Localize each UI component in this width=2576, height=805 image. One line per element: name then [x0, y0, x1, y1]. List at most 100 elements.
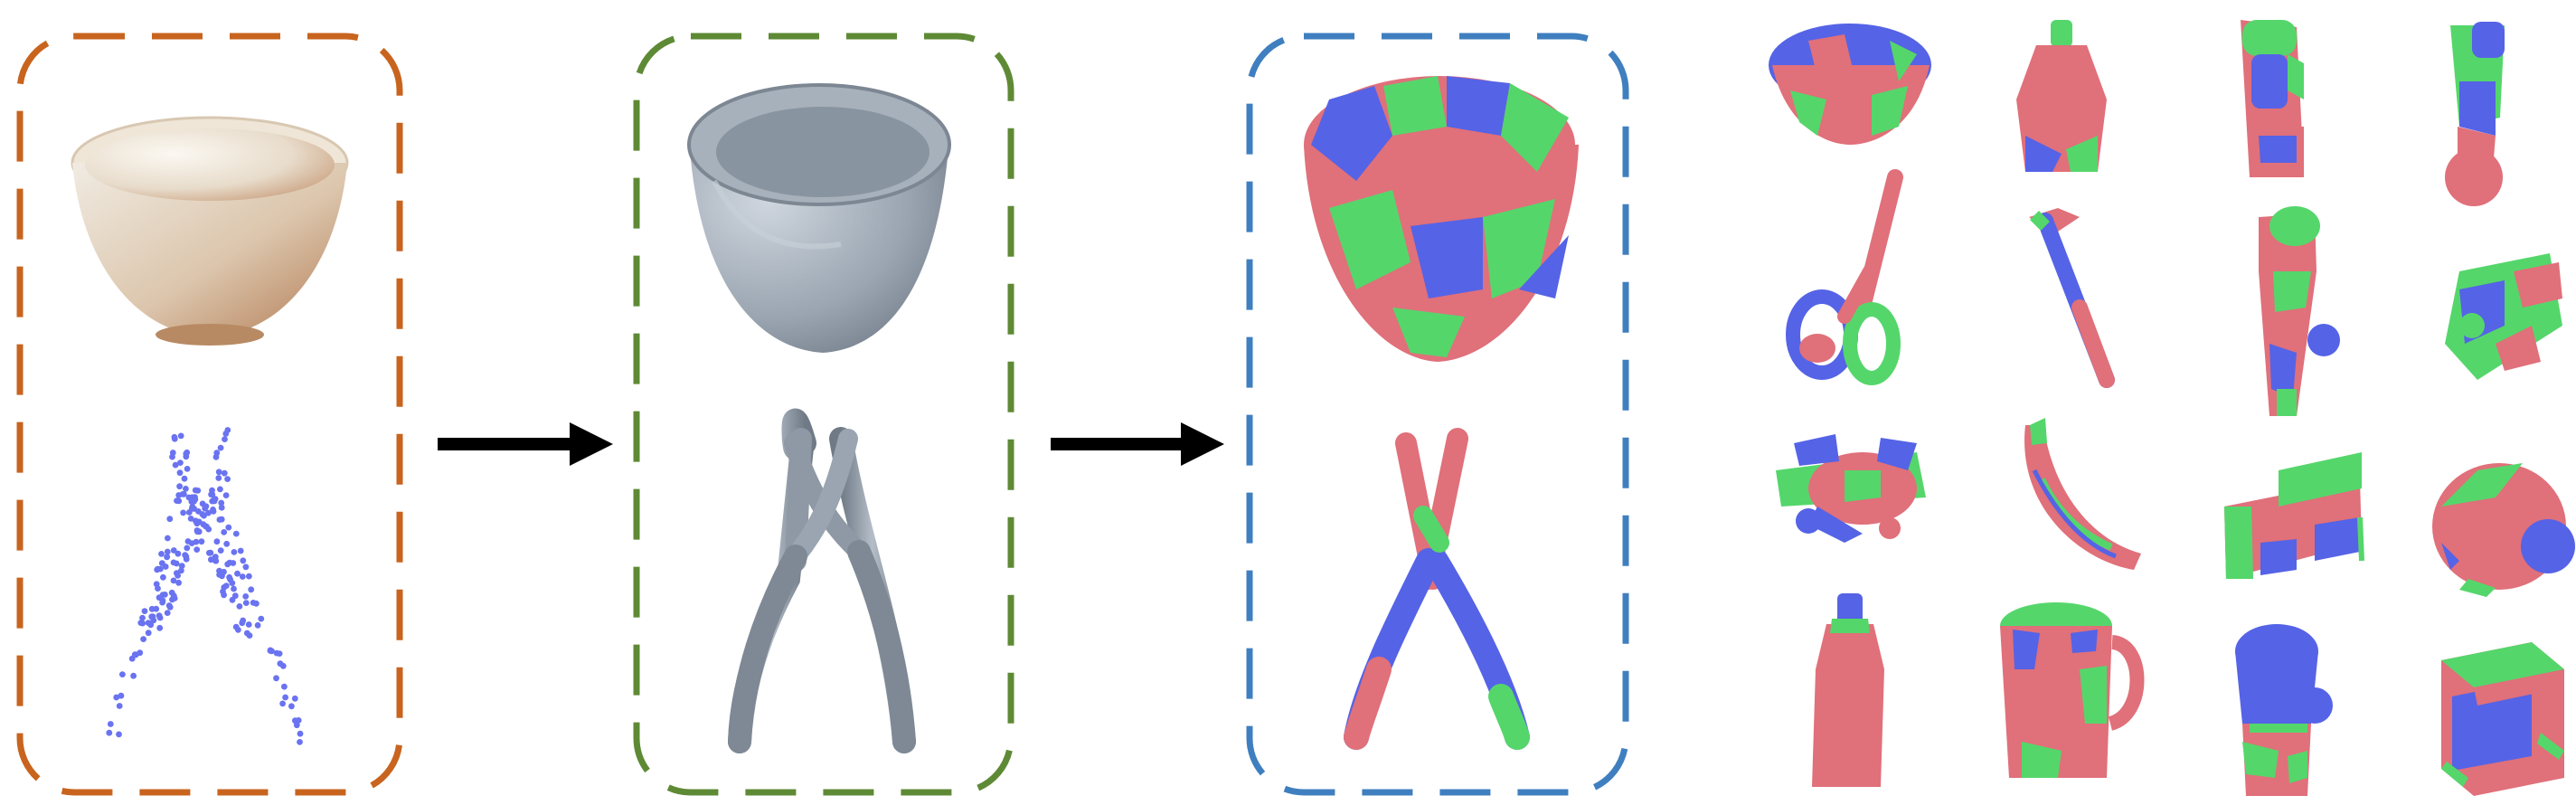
point-cloud-point	[132, 651, 139, 658]
gallery-scissors	[1786, 169, 1903, 385]
point-cloud-point	[178, 563, 185, 570]
point-cloud-point	[221, 469, 228, 477]
point-cloud-point	[232, 530, 240, 537]
point-cloud-point	[175, 550, 182, 557]
point-cloud-point	[173, 560, 180, 567]
point-cloud-point	[239, 620, 246, 627]
point-cloud-point	[166, 516, 174, 523]
point-cloud-point	[198, 538, 205, 545]
point-cloud-point	[246, 573, 252, 580]
point-cloud-point	[221, 529, 228, 535]
point-cloud-point	[170, 577, 177, 584]
arrow-reconstruction-to-segmentation	[1051, 422, 1224, 466]
point-cloud-point	[155, 565, 161, 573]
gallery-faucet	[2241, 20, 2304, 177]
point-cloud-point	[153, 581, 160, 588]
point-cloud-point	[165, 602, 173, 609]
point-cloud-point	[212, 557, 220, 564]
point-cloud-point	[210, 508, 217, 515]
point-cloud-point	[277, 660, 284, 668]
point-cloud-point	[158, 560, 165, 566]
point-cloud-point	[215, 469, 222, 476]
point-cloud-point	[239, 573, 246, 580]
gallery-nozzle	[2445, 22, 2505, 206]
point-cloud-point	[208, 556, 214, 564]
point-cloud-point	[113, 694, 120, 701]
point-cloud-point	[217, 486, 223, 493]
gallery-power-drill	[2445, 253, 2562, 380]
point-cloud-point	[162, 592, 168, 598]
point-cloud-point	[160, 573, 166, 581]
point-cloud-point	[172, 461, 179, 469]
point-cloud-point	[242, 564, 250, 571]
segmented-pliers	[1344, 428, 1530, 750]
point-cloud-point	[218, 499, 225, 507]
point-cloud-point	[188, 540, 195, 546]
point-cloud-point	[145, 630, 152, 637]
point-cloud-point	[170, 547, 177, 554]
point-cloud-point	[242, 593, 250, 600]
point-cloud-point	[273, 675, 279, 682]
point-cloud-point	[297, 730, 304, 737]
cup-photo	[71, 116, 349, 346]
point-cloud-point	[276, 650, 283, 657]
point-cloud-point	[183, 486, 189, 492]
point-cloud-point	[156, 624, 164, 631]
point-cloud-point	[149, 613, 156, 620]
point-cloud-point	[226, 573, 232, 581]
point-cloud-point	[194, 528, 201, 535]
point-cloud-point	[194, 488, 202, 494]
pliers-point-cloud	[106, 427, 304, 745]
point-cloud-point	[153, 605, 160, 612]
point-cloud-point	[165, 535, 171, 542]
point-cloud-point	[224, 561, 231, 568]
point-cloud-point	[169, 450, 176, 456]
point-cloud-point	[254, 621, 261, 629]
point-cloud-point	[175, 579, 183, 586]
point-cloud-point	[218, 504, 225, 511]
point-cloud-point	[107, 721, 114, 727]
point-cloud-point	[225, 524, 232, 531]
point-cloud-point	[185, 509, 193, 516]
point-cloud-point	[164, 610, 171, 616]
gallery-bowl	[1769, 24, 1931, 145]
point-cloud-point	[175, 492, 183, 498]
point-cloud-point	[208, 491, 215, 498]
point-cloud-point	[116, 731, 122, 738]
gallery-hammer	[2029, 208, 2115, 388]
point-cloud-point	[224, 476, 231, 482]
point-cloud-point	[174, 497, 180, 504]
point-cloud-point	[222, 492, 230, 498]
point-cloud-point	[295, 717, 302, 724]
point-cloud-point	[141, 608, 148, 614]
point-cloud-point	[177, 459, 184, 466]
point-cloud-point	[164, 548, 171, 555]
point-cloud-point	[213, 538, 221, 545]
point-cloud-point	[176, 469, 184, 477]
point-cloud-point	[222, 582, 230, 589]
point-cloud-point	[269, 648, 275, 655]
point-cloud-point	[224, 427, 231, 433]
object-gallery	[1769, 20, 2575, 796]
gallery-toy-airplane	[1776, 434, 1926, 543]
point-cloud-point	[234, 570, 241, 577]
point-cloud-point	[237, 547, 244, 554]
point-cloud-point	[279, 700, 286, 707]
point-cloud-point	[181, 475, 188, 482]
point-cloud-point	[130, 672, 137, 679]
point-cloud-point	[291, 695, 298, 702]
point-cloud-point	[140, 636, 147, 642]
point-cloud-point	[288, 703, 295, 710]
point-cloud-point	[216, 572, 223, 578]
point-cloud-point	[184, 545, 191, 552]
point-cloud-point	[200, 521, 207, 528]
pliers-mesh	[728, 408, 916, 753]
point-cloud-point	[184, 449, 191, 456]
point-cloud-point	[175, 573, 182, 579]
point-cloud-point	[106, 729, 113, 736]
reconstruction-panel-frame	[633, 33, 1014, 796]
point-cloud-point	[215, 475, 222, 481]
point-cloud-point	[230, 560, 237, 566]
point-cloud-point	[213, 450, 221, 457]
